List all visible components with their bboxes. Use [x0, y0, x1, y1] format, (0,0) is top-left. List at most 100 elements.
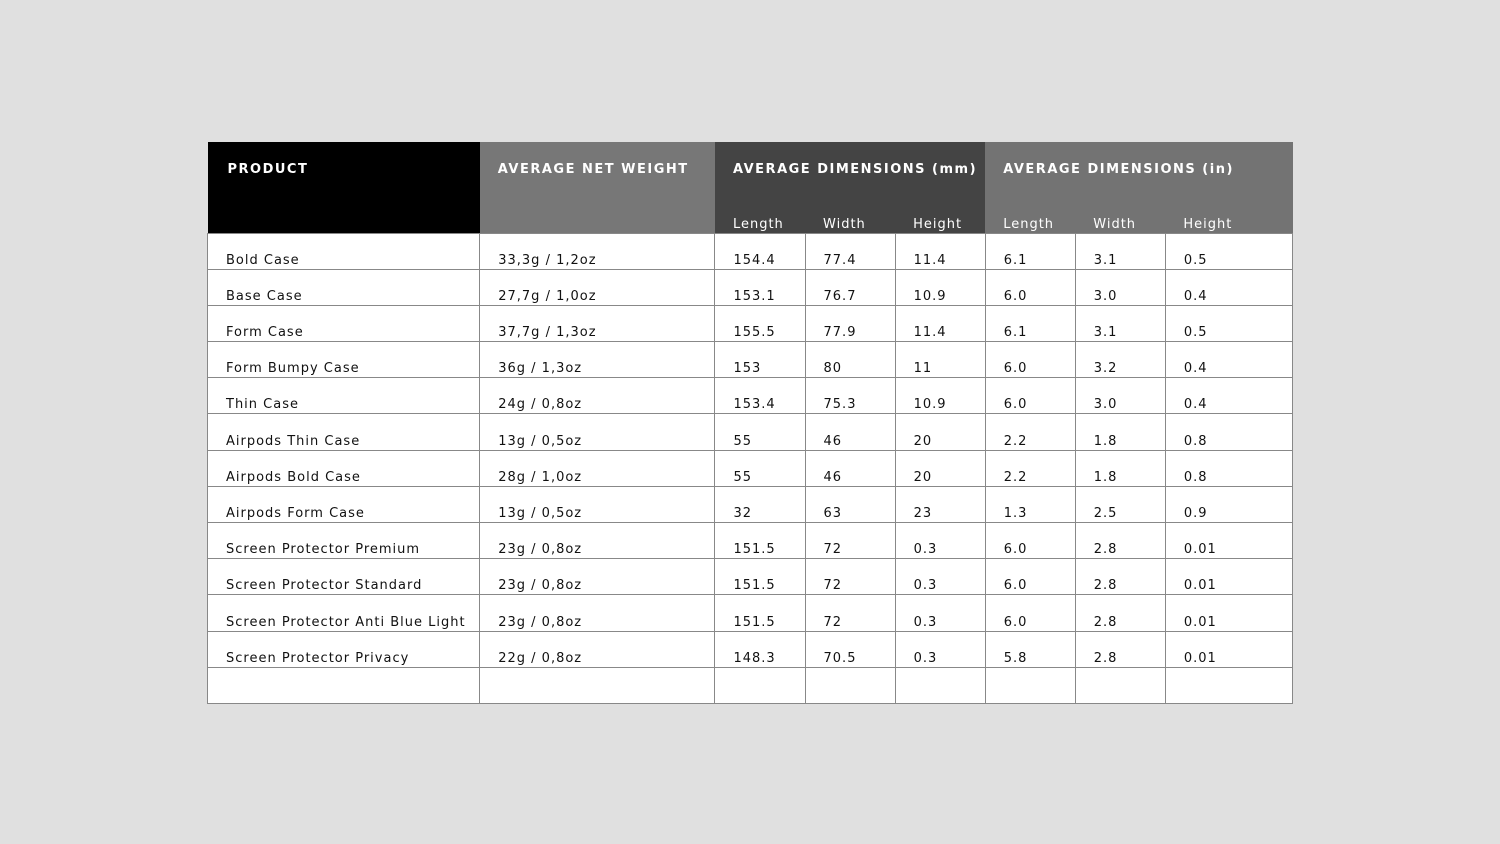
cell-mm-length: 151.5	[714, 558, 806, 596]
empty-cell	[1074, 666, 1166, 704]
cell-mm-length: 153.1	[714, 268, 806, 306]
cell-in-width: 2.8	[1074, 558, 1166, 596]
cell-product: Screen Protector Anti Blue Light	[206, 594, 481, 632]
cell-in-width: 3.1	[1074, 232, 1166, 270]
cell-in-height: 0.01	[1164, 521, 1294, 560]
product-specs-table: PRODUCT AVERAGE NET WEIGHT AVERAGE DIMEN…	[206, 142, 1294, 704]
empty-cell	[894, 666, 986, 704]
cell-mm-width: 70.5	[804, 630, 896, 668]
cell-weight: 37,7g / 1,3oz	[479, 304, 716, 343]
table-row: Thin Case 24g / 0,8oz 153.4 75.3 10.9 6.0 3.0 0…	[206, 377, 1294, 415]
cell-mm-width: 80	[804, 341, 896, 379]
cell-mm-height: 20	[894, 413, 986, 451]
cell-mm-length: 151.5	[714, 594, 806, 632]
cell-weight: 33,3g / 1,2oz	[479, 232, 716, 270]
cell-mm-width: 72	[804, 521, 896, 560]
cell-mm-height: 20	[894, 449, 986, 487]
cell-mm-width: 63	[804, 485, 896, 524]
table-row: Screen Protector Privacy 22g / 0,8oz 148.3…	[206, 630, 1294, 668]
table-row: Base Case 27,7g / 1,0oz 153.1 76.7 10.9 6.0 3.…	[206, 268, 1294, 306]
subheader-mm-height: Height	[895, 198, 986, 233]
cell-in-height: 0.8	[1164, 449, 1294, 487]
cell-in-width: 2.8	[1074, 521, 1166, 560]
cell-in-height: 0.5	[1164, 232, 1294, 270]
cell-product: Bold Case	[206, 232, 481, 270]
cell-mm-height: 0.3	[894, 558, 986, 596]
header-product: PRODUCT	[207, 142, 480, 233]
cell-mm-height: 0.3	[894, 630, 986, 668]
cell-in-width: 2.5	[1074, 485, 1166, 524]
cell-in-length: 5.8	[984, 630, 1076, 668]
cell-weight: 23g / 0,8oz	[479, 558, 716, 596]
cell-in-height: 0.01	[1164, 630, 1294, 668]
cell-in-length: 6.0	[984, 377, 1076, 415]
cell-in-length: 6.1	[984, 232, 1076, 270]
header-weight: AVERAGE NET WEIGHT	[479, 142, 715, 233]
cell-in-width: 3.0	[1074, 268, 1166, 306]
empty-cell	[714, 666, 806, 704]
cell-product: Airpods Thin Case	[206, 413, 481, 451]
cell-weight: 28g / 1,0oz	[479, 449, 716, 487]
empty-cell	[206, 666, 481, 704]
cell-in-length: 6.0	[984, 521, 1076, 560]
cell-product: Base Case	[206, 268, 481, 306]
cell-mm-width: 76.7	[804, 268, 896, 306]
cell-weight: 27,7g / 1,0oz	[479, 268, 716, 306]
cell-in-length: 6.0	[984, 594, 1076, 632]
table-row: Screen Protector Standard 23g / 0,8oz 151.…	[206, 558, 1294, 596]
cell-mm-length: 55	[714, 449, 806, 487]
cell-in-length: 2.2	[984, 449, 1076, 487]
table-row: Airpods Bold Case 28g / 1,0oz 55 46 20 2.2 1.8…	[206, 449, 1294, 487]
empty-cell	[804, 666, 896, 704]
cell-mm-length: 55	[714, 413, 806, 451]
cell-mm-length: 153.4	[714, 377, 806, 415]
cell-product: Form Bumpy Case	[206, 341, 481, 379]
cell-mm-width: 75.3	[804, 377, 896, 415]
cell-in-height: 0.01	[1164, 594, 1294, 632]
cell-in-height: 0.8	[1164, 413, 1294, 451]
table-row: Screen Protector Premium 23g / 0,8oz 151.5…	[206, 521, 1294, 560]
cell-in-length: 2.2	[984, 413, 1076, 451]
cell-in-length: 6.0	[984, 341, 1076, 379]
subheader-in-height: Height	[1165, 198, 1293, 233]
subheader-mm-length: Length	[714, 198, 806, 233]
header-dimensions-mm: AVERAGE DIMENSIONS (mm)	[714, 142, 986, 198]
cell-in-length: 6.0	[984, 268, 1076, 306]
cell-in-height: 0.9	[1164, 485, 1294, 524]
subheader-mm-width: Width	[805, 198, 896, 233]
cell-in-length: 6.1	[984, 304, 1076, 343]
cell-in-height: 0.4	[1164, 341, 1294, 379]
cell-in-width: 1.8	[1074, 413, 1166, 451]
subheader-in-width: Width	[1075, 198, 1166, 233]
cell-weight: 13g / 0,5oz	[479, 485, 716, 524]
table-row: Airpods Form Case 13g / 0,5oz 32 63 23 1.3 2.5…	[206, 485, 1294, 524]
cell-product: Airpods Bold Case	[206, 449, 481, 487]
table-body: Bold Case 33,3g / 1,2oz 154.4 77.4 11.4 6.1 3.…	[206, 232, 1294, 704]
cell-mm-height: 11	[894, 341, 986, 379]
table-row: Form Bumpy Case 36g / 1,3oz 153 80 11 6.0 3.2 0…	[206, 341, 1294, 379]
cell-in-height: 0.5	[1164, 304, 1294, 343]
cell-in-width: 3.2	[1074, 341, 1166, 379]
cell-mm-length: 148.3	[714, 630, 806, 668]
cell-mm-length: 32	[714, 485, 806, 524]
cell-in-height: 0.4	[1164, 377, 1294, 415]
cell-weight: 22g / 0,8oz	[479, 630, 716, 668]
empty-cell	[479, 666, 716, 704]
cell-product: Airpods Form Case	[206, 485, 481, 524]
cell-weight: 23g / 0,8oz	[479, 521, 716, 560]
cell-product: Screen Protector Premium	[206, 521, 481, 560]
cell-weight: 23g / 0,8oz	[479, 594, 716, 632]
cell-mm-height: 0.3	[894, 594, 986, 632]
header-dimensions-in: AVERAGE DIMENSIONS (in)	[985, 142, 1293, 198]
cell-weight: 24g / 0,8oz	[479, 377, 716, 415]
cell-in-width: 2.8	[1074, 594, 1166, 632]
cell-mm-length: 154.4	[714, 232, 806, 270]
cell-in-height: 0.4	[1164, 268, 1294, 306]
table-row: Form Case 37,7g / 1,3oz 155.5 77.9 11.4 6.1 3.…	[206, 304, 1294, 343]
cell-in-width: 2.8	[1074, 630, 1166, 668]
cell-mm-width: 77.4	[804, 232, 896, 270]
cell-mm-height: 10.9	[894, 268, 986, 306]
cell-mm-width: 46	[804, 413, 896, 451]
table-row: Screen Protector Anti Blue Light 23g / 0,…	[206, 594, 1294, 632]
cell-product: Screen Protector Privacy	[206, 630, 481, 668]
